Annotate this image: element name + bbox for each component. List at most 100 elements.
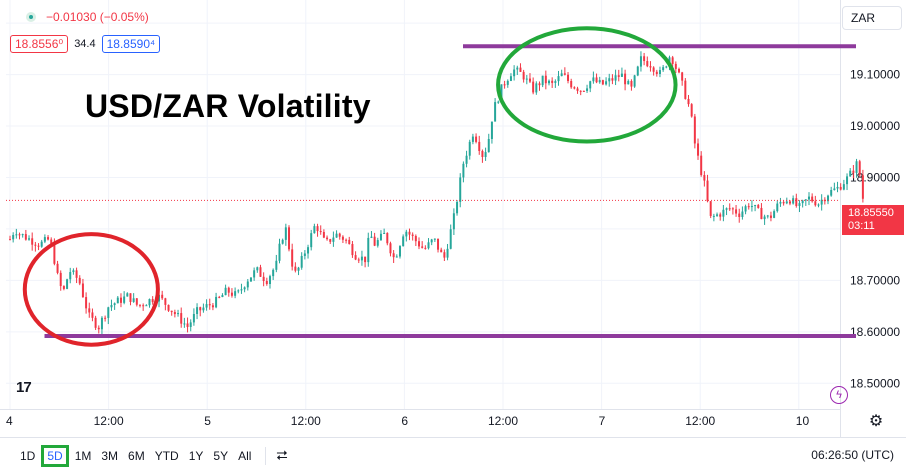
candle-body (94, 317, 97, 328)
candle-body (28, 238, 31, 240)
timeframe-button-all[interactable]: All (238, 448, 252, 463)
candle-body (548, 80, 551, 84)
candle-body (735, 209, 738, 214)
timeframe-button-ytd[interactable]: YTD (154, 448, 179, 463)
candle-body (693, 116, 696, 144)
lightning-icon[interactable]: ϟ (830, 386, 848, 404)
candle-body (649, 66, 652, 68)
candle-body (370, 236, 373, 238)
candle-body (827, 195, 830, 202)
candle-body (804, 199, 807, 201)
candle-body (104, 317, 107, 319)
currency-selector[interactable]: ZAR (842, 6, 902, 30)
symbol-change-row: −0.01030 (−0.05%) (10, 10, 149, 24)
y-tick-label: 19.00000 (850, 119, 900, 133)
candle-body (490, 121, 493, 139)
price-chart[interactable]: 18.5000018.6000018.7000018.8000018.90000… (0, 0, 906, 437)
timeframe-button-6m[interactable]: 6M (128, 448, 145, 463)
candle-body (170, 310, 173, 313)
candle-body (230, 292, 233, 296)
candle-body (801, 200, 804, 204)
settings-gear-icon[interactable]: ⚙ (868, 413, 884, 430)
candle-body (256, 267, 259, 271)
candle-body (53, 244, 56, 264)
candle-body (592, 77, 595, 82)
candle-body (66, 279, 69, 289)
candle-body (700, 155, 703, 176)
candle-body (433, 238, 436, 240)
candle-body (129, 293, 132, 302)
candle-body (351, 244, 354, 256)
candle-body (855, 161, 858, 173)
candle-body (500, 84, 503, 102)
candle-body (769, 215, 772, 218)
sell-price-button[interactable]: 18.8556⁰ (10, 35, 69, 53)
candle-body (763, 216, 766, 220)
candle-body (684, 80, 687, 99)
candle-body (706, 180, 709, 202)
last-price-label: 18.85550 03:11 (842, 205, 904, 235)
candle-body (494, 102, 497, 122)
candle-body (509, 76, 512, 81)
candle-body (354, 255, 357, 260)
candle-body (180, 313, 183, 324)
candle-body (437, 238, 440, 250)
candle-body (37, 245, 40, 247)
timeframe-button-5y[interactable]: 5Y (213, 448, 229, 463)
candle-body (186, 323, 189, 327)
candle-body (719, 214, 722, 217)
candle-body (392, 253, 395, 258)
candle-body (389, 243, 392, 254)
go-to-date-calendar-icon[interactable]: ⮂ (276, 447, 288, 463)
candle-body (750, 206, 753, 208)
candle-body (199, 307, 202, 311)
candle-body (582, 90, 585, 92)
candle-body (110, 305, 113, 308)
candle-body (560, 73, 563, 77)
candle-body (291, 249, 294, 267)
timeframe-button-5d[interactable]: 5D (41, 444, 69, 467)
candle-body (817, 204, 820, 206)
tradingview-logo-icon[interactable]: 17 (16, 379, 32, 396)
candle-body (218, 296, 221, 298)
candle-body (12, 234, 15, 240)
candle-body (760, 207, 763, 220)
candle-body (462, 163, 465, 178)
timeframe-button-1y[interactable]: 1Y (188, 448, 204, 463)
candle-body (151, 299, 154, 303)
candle-body (148, 299, 151, 306)
candle-body (62, 286, 65, 289)
red-highlight-ellipse (22, 232, 160, 347)
candle-body (265, 281, 268, 285)
candle-body (421, 246, 424, 248)
candle-body (161, 294, 164, 299)
candle-body (418, 241, 421, 247)
candle-body (563, 73, 566, 75)
candle-body (627, 80, 630, 85)
candle-body (316, 226, 319, 232)
candle-body (272, 269, 275, 277)
candle-body (861, 175, 864, 199)
utc-clock[interactable]: 06:26:50 (UTC) (811, 448, 894, 462)
candle-body (839, 186, 842, 190)
buy-price-button[interactable]: 18.8590⁴ (101, 35, 161, 53)
candle-body (364, 256, 367, 263)
candle-body (47, 237, 50, 240)
candle-body (249, 277, 252, 282)
candle-body (332, 237, 335, 242)
timeframe-button-3m[interactable]: 3M (101, 448, 119, 463)
timeframe-button-1m[interactable]: 1M (74, 448, 92, 463)
timeframe-button-1d[interactable]: 1D (20, 448, 36, 463)
candle-body (414, 235, 417, 242)
candle-body (360, 256, 363, 261)
candle-body (202, 307, 205, 311)
candle-body (196, 307, 199, 314)
candle-body (731, 208, 734, 210)
candle-body (78, 277, 81, 284)
candle-body (858, 161, 861, 176)
candle-body (50, 239, 53, 245)
candle-body (690, 104, 693, 117)
candle-body (570, 81, 573, 88)
y-tick-label: 18.60000 (850, 325, 900, 339)
candle-body (135, 298, 138, 305)
